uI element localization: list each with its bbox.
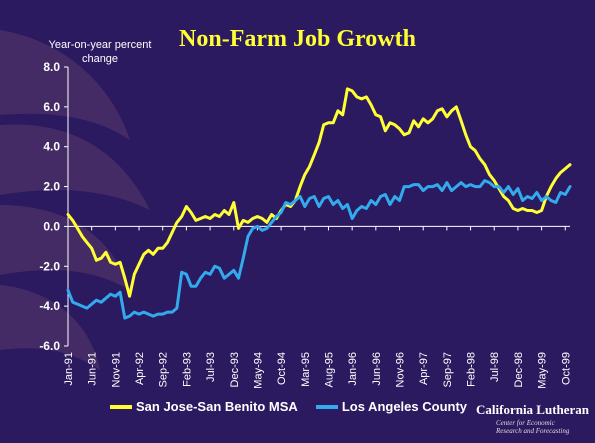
x-tick-label: Feb-98 — [466, 352, 478, 387]
logo-subtitle-line2: Research and Forecasting — [496, 427, 570, 435]
x-tick-label: Sep-92 — [158, 352, 170, 387]
y-tick-labels: 8.0 6.0 4.0 2.0 0.0 -2.0 -4.0 -6.0 — [39, 60, 68, 353]
chart-title: Non-Farm Job Growth — [179, 26, 416, 52]
y-tick-label: 8.0 — [43, 60, 60, 74]
legend-swatch-los-angeles — [315, 404, 338, 409]
x-tick-label: Jul-98 — [489, 352, 501, 382]
x-tick-label: Jan-91 — [63, 352, 75, 386]
logo-name: California Lutheran — [476, 402, 590, 417]
legend: San Jose-San Benito MSA Los Angeles Coun… — [110, 399, 485, 414]
x-tick-label: Mar-95 — [300, 352, 312, 387]
x-tick-label: Apr-92 — [134, 352, 146, 385]
x-tick-label: Jun-91 — [87, 352, 99, 386]
x-tick-label: Dec-93 — [229, 352, 241, 387]
legend-item-los-angeles: Los Angeles County — [315, 399, 468, 414]
x-tick-label: Sep-97 — [442, 352, 454, 387]
legend-item-san-jose: San Jose-San Benito MSA — [110, 399, 298, 414]
x-tick-label: Aug-95 — [323, 352, 335, 387]
university-logo: California Lutheran Center for Economic … — [476, 402, 595, 443]
x-tick-label: Feb-93 — [181, 352, 193, 387]
x-tick-label: Jan-96 — [347, 352, 359, 386]
legend-swatch-san-jose — [110, 404, 132, 409]
background-emblem-icon — [0, 30, 150, 370]
legend-label-los-angeles: Los Angeles County — [341, 399, 468, 414]
x-tick-label: May-94 — [252, 352, 264, 389]
legend-label-san-jose: San Jose-San Benito MSA — [136, 399, 298, 414]
x-tick-label: Nov-91 — [110, 352, 122, 387]
y-tick-label: -6.0 — [39, 339, 60, 353]
y-tick-label: 2.0 — [43, 180, 60, 194]
series-line-san-jose — [66, 87, 572, 298]
logo-subtitle: Center for Economic Research and Forecas… — [496, 419, 569, 435]
y-tick-label: -2.0 — [39, 259, 60, 273]
y-axis-label: Year-on-year percent change — [48, 39, 152, 65]
x-tick-labels: Jan-91 Jun-91 Nov-91 Apr-92 Sep-92 Feb-93 Jul-… — [63, 226, 572, 389]
x-tick-label: Jun-96 — [371, 352, 383, 386]
x-tick-label: May-99 — [537, 352, 549, 389]
y-tick-label: 4.0 — [43, 140, 60, 154]
x-tick-label: Oct-94 — [276, 352, 288, 385]
y-tick-label: -4.0 — [39, 299, 60, 313]
series-lines — [66, 87, 572, 320]
y-tick-label: 0.0 — [43, 219, 60, 233]
logo-subtitle-line1: Center for Economic — [496, 419, 555, 427]
x-tick-label: Nov-96 — [395, 352, 407, 387]
x-tick-label: Dec-98 — [513, 352, 525, 387]
x-tick-label: Apr-97 — [418, 352, 430, 385]
series-line-los-angeles — [66, 179, 572, 320]
x-tick-label: Oct-99 — [560, 352, 572, 385]
x-tick-label: Jul-93 — [205, 352, 217, 382]
chart-axes — [67, 67, 570, 346]
y-tick-label: 6.0 — [43, 100, 60, 114]
